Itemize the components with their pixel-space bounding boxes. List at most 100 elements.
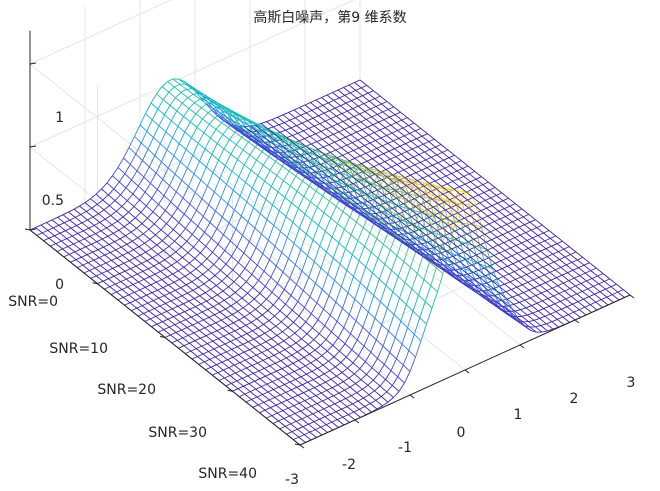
mesh-segment [493,255,502,262]
mesh-segment [162,178,170,186]
mesh-segment [221,122,229,128]
mesh-segment [304,307,312,315]
mesh-segment [335,149,343,156]
mesh-segment [74,248,81,253]
mesh-segment [575,283,582,287]
mesh-segment [147,302,155,309]
mesh-segment [252,280,259,288]
mesh-segment [535,219,543,226]
mesh-segment [140,212,148,219]
mesh-segment [535,295,543,302]
mesh-segment [229,229,237,241]
mesh-segment [392,207,400,215]
mesh-segment [302,290,311,298]
mesh-segment [495,262,503,270]
mesh-segment [444,240,451,245]
mesh-segment [207,308,215,316]
mesh-segment [163,329,171,336]
mesh-segment [539,284,548,291]
mesh-segment [353,187,361,192]
mesh-segment [513,301,520,305]
mesh-segment [103,205,110,211]
mesh-segment [274,133,282,140]
mesh-segment [277,271,284,284]
mesh-segment [234,330,242,337]
mesh-segment [172,305,178,310]
mesh-segment [315,133,323,140]
mesh-segment [188,335,196,342]
mesh-segment [177,303,184,307]
mesh-segment [196,311,203,316]
mesh-segment [227,189,234,205]
mesh-segment [62,248,70,255]
mesh-segment [148,265,155,270]
mesh-segment [528,289,537,296]
mesh-segment [424,227,432,234]
mesh-segment [248,338,254,343]
mesh-segment [197,274,204,279]
mesh-segment [579,272,586,277]
mesh-segment [117,167,126,175]
mesh-segment [235,114,243,119]
mesh-segment [469,249,477,256]
mesh-segment [558,251,566,258]
mesh-segment [284,185,291,198]
mesh-segment [259,131,267,137]
mesh-segment [206,166,214,174]
mesh-segment [304,434,312,441]
mesh-segment [427,206,434,211]
mesh-segment [459,183,466,188]
mesh-segment [423,261,430,280]
mesh-segment [289,277,297,285]
mesh-segment [330,152,338,159]
mesh-segment [221,216,230,224]
mesh-segment [439,170,447,177]
mesh-segment [551,245,559,252]
mesh-segment [266,292,273,300]
mesh-segment [479,247,487,267]
mesh-segment [368,134,376,141]
mesh-segment [348,414,356,421]
mesh-segment [397,175,405,179]
mesh-segment [256,123,264,128]
mesh-segment [194,102,202,109]
mesh-segment [317,177,325,184]
mesh-segment [187,292,195,299]
mesh-segment [161,86,170,93]
mesh-segment [239,275,247,283]
mesh-segment [562,314,569,318]
mesh-segment [396,197,404,205]
mesh-segment [300,114,308,122]
mesh-segment [423,185,432,192]
mesh-segment [335,366,343,373]
mesh-segment [141,223,150,230]
mesh-segment [303,130,311,137]
mesh-segment [356,203,364,210]
mesh-segment [309,296,318,304]
mesh-segment [323,212,332,219]
mesh-segment [139,289,147,296]
mesh-segment [590,301,596,306]
mesh-segment [91,241,97,245]
mesh-segment [297,392,304,396]
mesh-segment [269,259,277,267]
mesh-segment [283,418,292,425]
mesh-segment [439,196,447,201]
mesh-segment [196,314,204,321]
mesh-segment [94,222,101,226]
mesh-segment [195,303,202,308]
mesh-segment [166,311,174,318]
mesh-segment [288,109,295,113]
mesh-segment [498,242,504,246]
mesh-segment [101,273,109,280]
mesh-segment [331,126,340,133]
mesh-segment [175,287,181,291]
mesh-segment [377,345,384,359]
mesh-segment [264,141,272,148]
mesh-segment [310,201,318,208]
mesh-segment [256,131,264,138]
mesh-segment [370,108,378,115]
mesh-segment [372,258,379,274]
mesh-segment [404,267,411,283]
mesh-segment [288,112,296,119]
